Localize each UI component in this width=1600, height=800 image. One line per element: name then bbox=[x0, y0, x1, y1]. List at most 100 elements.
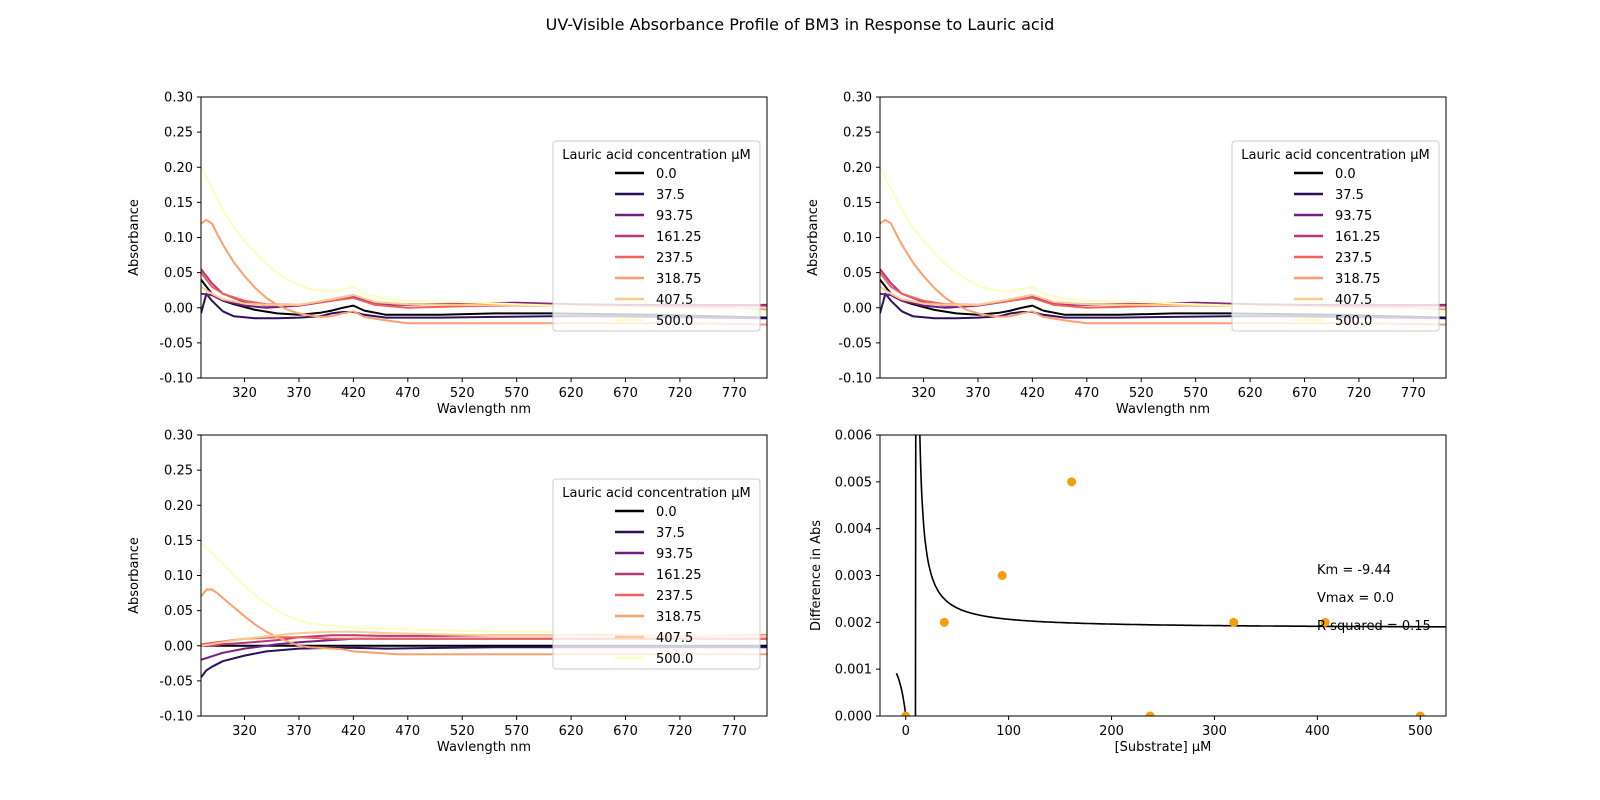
legend-title: Lauric acid concentration µM bbox=[562, 148, 750, 163]
fit-curve bbox=[895, 435, 1446, 716]
x-tick-label: 420 bbox=[341, 386, 366, 401]
x-tick-label: 620 bbox=[1238, 386, 1263, 401]
y-tick-label: 0.05 bbox=[843, 266, 872, 281]
fit-annotation: Vmax = 0.0 bbox=[1317, 591, 1394, 606]
x-tick-label: 770 bbox=[722, 386, 747, 401]
y-tick-label: -0.10 bbox=[838, 372, 872, 387]
x-tick-label: 570 bbox=[504, 386, 529, 401]
y-tick-label: 0.30 bbox=[164, 429, 193, 444]
legend-label: 318.75 bbox=[656, 272, 702, 287]
y-tick-label: 0.001 bbox=[835, 663, 872, 678]
data-point bbox=[1145, 711, 1155, 716]
y-tick-label: 0.15 bbox=[164, 196, 193, 211]
legend-label: 0.0 bbox=[656, 167, 677, 182]
x-tick-label: 370 bbox=[287, 386, 312, 401]
legend-label: 0.0 bbox=[1335, 167, 1356, 182]
x-axis-label: Wavlength nm bbox=[437, 740, 531, 755]
y-tick-label: 0.05 bbox=[164, 266, 193, 281]
x-tick-label: 400 bbox=[1305, 724, 1330, 739]
x-tick-label: 670 bbox=[613, 724, 638, 739]
y-axis-label: Absorbance bbox=[806, 199, 821, 276]
x-tick-label: 620 bbox=[559, 386, 584, 401]
data-point bbox=[939, 617, 949, 627]
y-tick-label: 0.004 bbox=[835, 522, 872, 537]
y-axis-label: Absorbance bbox=[127, 199, 142, 276]
fit-annotation: Km = -9.44 bbox=[1317, 563, 1391, 578]
x-tick-label: 500 bbox=[1408, 724, 1433, 739]
legend-label: 93.75 bbox=[656, 209, 693, 224]
axes-frame bbox=[200, 96, 768, 379]
x-tick-label: 670 bbox=[1292, 386, 1317, 401]
y-tick-label: 0.20 bbox=[843, 161, 872, 176]
legend-frame bbox=[552, 140, 761, 332]
legend-title: Lauric acid concentration µM bbox=[562, 486, 750, 501]
legend: Lauric acid concentration µM 0.0 37.5 93.75… bbox=[1231, 140, 1440, 332]
y-tick-label: 0.005 bbox=[835, 475, 872, 490]
legend-label: 318.75 bbox=[1335, 272, 1381, 287]
x-tick-label: 720 bbox=[668, 724, 693, 739]
y-tick-label: -0.05 bbox=[159, 674, 193, 689]
data-point bbox=[1415, 711, 1425, 716]
x-tick-label: 200 bbox=[1099, 724, 1124, 739]
y-tick-label: 0.006 bbox=[835, 429, 872, 444]
x-tick-label: 470 bbox=[395, 386, 420, 401]
y-tick-label: 0.15 bbox=[164, 534, 193, 549]
x-tick-label: 420 bbox=[1020, 386, 1045, 401]
y-axis-label: Absorbance bbox=[127, 537, 142, 614]
legend-label: 37.5 bbox=[1335, 188, 1364, 203]
data-point bbox=[1067, 477, 1077, 487]
x-tick-label: 320 bbox=[911, 386, 936, 401]
axes-frame bbox=[879, 96, 1447, 379]
y-tick-label: 0.05 bbox=[164, 604, 193, 619]
x-tick-label: 570 bbox=[1183, 386, 1208, 401]
y-tick-label: 0.15 bbox=[843, 196, 872, 211]
legend-label: 161.25 bbox=[656, 568, 702, 583]
y-axis-label: Difference in Abs bbox=[809, 520, 824, 631]
legend-frame bbox=[552, 478, 761, 670]
y-tick-label: 0.00 bbox=[164, 301, 193, 316]
x-tick-label: 570 bbox=[504, 724, 529, 739]
x-tick-label: 520 bbox=[450, 386, 475, 401]
x-tick-label: 470 bbox=[1074, 386, 1099, 401]
y-tick-label: 0.10 bbox=[843, 231, 872, 246]
chart-panel-bottom-right: 0 100 200 300 400 500 0.000 0.001 0.002 0.003 0.00… bbox=[809, 429, 1447, 755]
legend-label: 407.5 bbox=[1335, 293, 1372, 308]
y-tick-label: 0.000 bbox=[835, 710, 872, 725]
legend-label: 237.5 bbox=[656, 589, 693, 604]
legend-label: 93.75 bbox=[656, 547, 693, 562]
legend-label: 500.0 bbox=[1335, 314, 1372, 329]
legend-label: 0.0 bbox=[656, 505, 677, 520]
y-tick-label: 0.002 bbox=[835, 616, 872, 631]
legend-label: 500.0 bbox=[656, 314, 693, 329]
y-tick-label: 0.25 bbox=[843, 126, 872, 141]
x-tick-label: 720 bbox=[1347, 386, 1372, 401]
legend-label: 500.0 bbox=[656, 652, 693, 667]
y-tick-label: 0.10 bbox=[164, 569, 193, 584]
legend-label: 161.25 bbox=[1335, 230, 1381, 245]
y-tick-label: -0.10 bbox=[159, 710, 193, 725]
chart-panel-top-right: 320 370 420 470 520 570 620 670 720 770 -0.10 -0.05… bbox=[806, 91, 1447, 417]
legend-label: 407.5 bbox=[656, 293, 693, 308]
y-tick-label: 0.25 bbox=[164, 126, 193, 141]
fit-annotation: R squared = 0.15 bbox=[1317, 619, 1431, 634]
legend-label: 93.75 bbox=[1335, 209, 1372, 224]
x-tick-label: 370 bbox=[966, 386, 991, 401]
y-tick-label: -0.05 bbox=[159, 336, 193, 351]
plot-area bbox=[895, 435, 1446, 716]
legend-label: 318.75 bbox=[656, 610, 702, 625]
x-axis-label: Wavlength nm bbox=[1116, 402, 1210, 417]
y-tick-label: 0.00 bbox=[843, 301, 872, 316]
legend-label: 237.5 bbox=[1335, 251, 1372, 266]
axes-frame bbox=[200, 434, 768, 717]
x-tick-label: 320 bbox=[232, 724, 257, 739]
x-tick-label: 370 bbox=[287, 724, 312, 739]
legend-label: 407.5 bbox=[656, 631, 693, 646]
legend: Lauric acid concentration µM 0.0 37.5 93.75… bbox=[552, 140, 761, 332]
x-tick-label: 520 bbox=[1129, 386, 1154, 401]
data-point bbox=[1229, 617, 1239, 627]
x-tick-label: 620 bbox=[559, 724, 584, 739]
y-tick-label: 0.20 bbox=[164, 499, 193, 514]
x-tick-label: 770 bbox=[722, 724, 747, 739]
x-tick-label: 770 bbox=[1401, 386, 1426, 401]
